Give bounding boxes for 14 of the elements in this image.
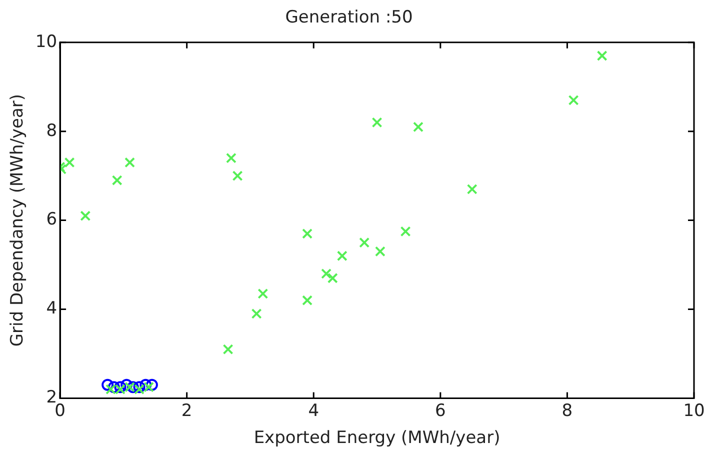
x-tick-label: 4 (308, 400, 320, 421)
y-tick-label: 4 (46, 298, 58, 319)
x-tick-label: 6 (435, 400, 446, 421)
y-tick-label: 2 (46, 388, 58, 408)
y-tick-label: 6 (46, 210, 58, 230)
x-tick-label: 8 (562, 400, 573, 421)
x-axis-title: Exported Energy (MWh/year) (254, 428, 500, 448)
y-tick-label: 10 (35, 32, 58, 52)
x-tick-label: 10 (683, 400, 705, 421)
chart-title: Generation :50 (285, 8, 413, 28)
y-tick-label: 8 (46, 120, 58, 141)
x-tick-label: 0 (54, 400, 66, 421)
y-axis-title: Grid Dependancy (MWh/year) (8, 94, 28, 347)
x-tick-label: 2 (181, 400, 192, 421)
